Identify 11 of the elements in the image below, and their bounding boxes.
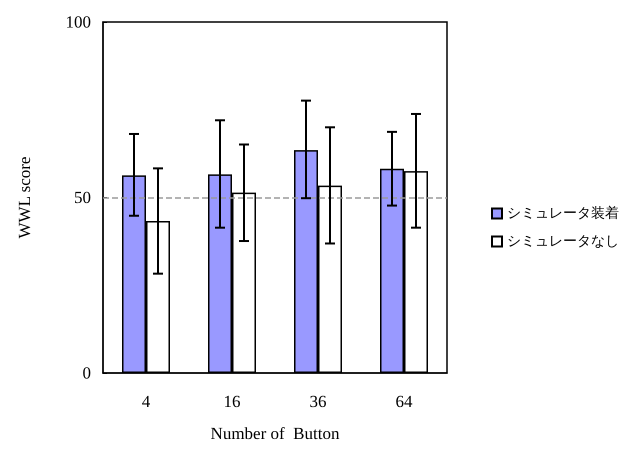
legend-label: シミュレータ装着 xyxy=(507,206,619,222)
y-tick-label: 100 xyxy=(66,12,91,32)
y-tick-label: 50 xyxy=(74,188,91,207)
x-tick-label: 4 xyxy=(142,392,151,411)
x-tick-label: 36 xyxy=(310,392,326,411)
x-axis-title: Number of Button xyxy=(210,424,340,443)
y-axis-title: WWL score xyxy=(15,156,34,238)
x-tick-label: 16 xyxy=(224,392,240,411)
y-tick-label: 0 xyxy=(82,364,91,382)
x-tick-label: 64 xyxy=(396,392,413,411)
legend-label: シミュレータなし xyxy=(507,234,619,250)
